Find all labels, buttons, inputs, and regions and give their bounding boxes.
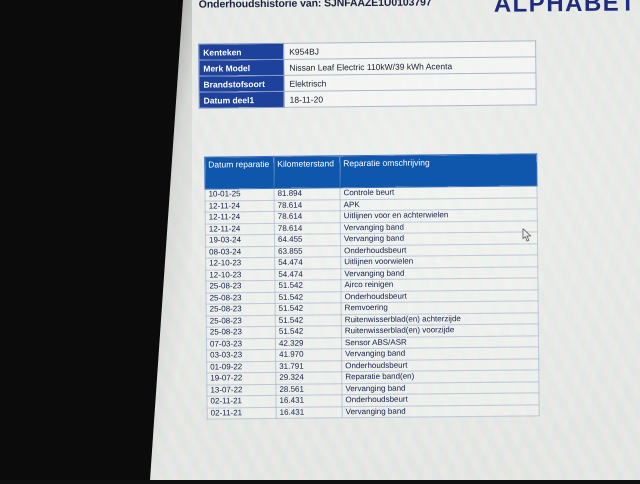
odometer-cell: 31.791 bbox=[275, 360, 342, 373]
vehicle-info-label: Datum deel1 bbox=[199, 91, 285, 109]
maintenance-table: Datum reparatie Kilometerstand Reparatie… bbox=[204, 153, 540, 420]
odometer-cell: 81.894 bbox=[274, 187, 341, 200]
odometer-cell: 51.542 bbox=[275, 302, 342, 315]
vehicle-info-row: Datum deel1 18-11-20 bbox=[199, 88, 537, 109]
odometer-cell: 78.614 bbox=[274, 199, 341, 212]
repair-date-cell: 19-07-22 bbox=[206, 372, 276, 385]
vehicle-info-label: Kenteken bbox=[198, 43, 284, 61]
repair-date-cell: 12-10-23 bbox=[205, 257, 275, 270]
repair-date-cell: 19-03-24 bbox=[205, 234, 275, 247]
odometer-cell: 16.431 bbox=[276, 406, 343, 419]
odometer-cell: 29.324 bbox=[275, 371, 342, 384]
vehicle-info-value: 18-11-20 bbox=[284, 88, 537, 108]
odometer-cell: 41.970 bbox=[275, 348, 342, 361]
repair-date-cell: 03-03-23 bbox=[206, 349, 276, 362]
odometer-cell: 51.542 bbox=[275, 314, 342, 327]
odometer-cell: 54.474 bbox=[274, 268, 341, 281]
vehicle-info-table: Kenteken K954BJ Merk Model Nissan Leaf Elec… bbox=[198, 40, 537, 109]
repair-date-cell: 12-11-24 bbox=[205, 222, 275, 236]
column-header-reparatie-omschrijving: Reparatie omschrijving bbox=[339, 153, 537, 188]
odometer-cell: 51.542 bbox=[274, 291, 342, 304]
odometer-cell: 64.455 bbox=[274, 233, 341, 246]
repair-date-cell: 02-11-21 bbox=[207, 406, 277, 420]
repair-date-cell: 12-11-24 bbox=[205, 199, 275, 213]
repair-date-cell: 12-11-24 bbox=[205, 211, 275, 224]
repair-date-cell: 25-08-23 bbox=[206, 303, 276, 316]
vehicle-info-body: Kenteken K954BJ Merk Model Nissan Leaf Elec… bbox=[198, 40, 537, 109]
odometer-cell: 51.542 bbox=[274, 279, 341, 292]
repair-date-cell: 12-10-23 bbox=[205, 268, 275, 282]
odometer-cell: 63.855 bbox=[274, 245, 341, 258]
repair-date-cell: 02-11-21 bbox=[206, 395, 277, 408]
repair-date-cell: 25-08-23 bbox=[206, 314, 276, 328]
mouse-pointer-icon bbox=[522, 228, 532, 242]
repair-date-cell: 01-09-22 bbox=[206, 360, 276, 374]
column-header-datum-reparatie: Datum reparatie bbox=[204, 156, 275, 190]
odometer-cell: 51.542 bbox=[275, 325, 342, 338]
repair-date-cell: 08-03-24 bbox=[205, 245, 275, 259]
odometer-cell: 28.561 bbox=[275, 383, 342, 396]
vehicle-info-label: Merk Model bbox=[198, 59, 284, 77]
odometer-cell: 42.329 bbox=[275, 337, 342, 350]
odometer-cell: 78.614 bbox=[274, 222, 341, 235]
repair-date-cell: 10-01-25 bbox=[205, 188, 275, 201]
odometer-cell: 78.614 bbox=[274, 210, 341, 223]
repair-description-cell: Vervanging band bbox=[342, 404, 540, 418]
maintenance-row: 02-11-21 16.431 Vervanging band bbox=[207, 404, 540, 420]
repair-date-cell: 25-08-23 bbox=[206, 326, 276, 339]
column-header-kilometerstand: Kilometerstand bbox=[273, 155, 340, 189]
page-title: Onderhoudshistorie van: SJNFAAZE1U010379… bbox=[198, 0, 432, 11]
repair-date-cell: 25-08-23 bbox=[205, 280, 275, 293]
odometer-cell: 54.474 bbox=[274, 256, 341, 269]
maintenance-header-row: Datum reparatie Kilometerstand Reparatie… bbox=[204, 153, 537, 190]
odometer-cell: 16.431 bbox=[275, 394, 343, 407]
alphabet-logo: ALPHABET bbox=[493, 0, 637, 18]
maintenance-body: 10-01-25 81.894 Controle beurt 12-11-24 78.6… bbox=[205, 185, 540, 420]
repair-date-cell: 25-08-23 bbox=[205, 291, 276, 305]
repair-date-cell: 13-07-22 bbox=[206, 383, 276, 397]
vehicle-info-label: Brandstofsoort bbox=[198, 75, 285, 93]
repair-date-cell: 07-03-23 bbox=[206, 337, 276, 351]
